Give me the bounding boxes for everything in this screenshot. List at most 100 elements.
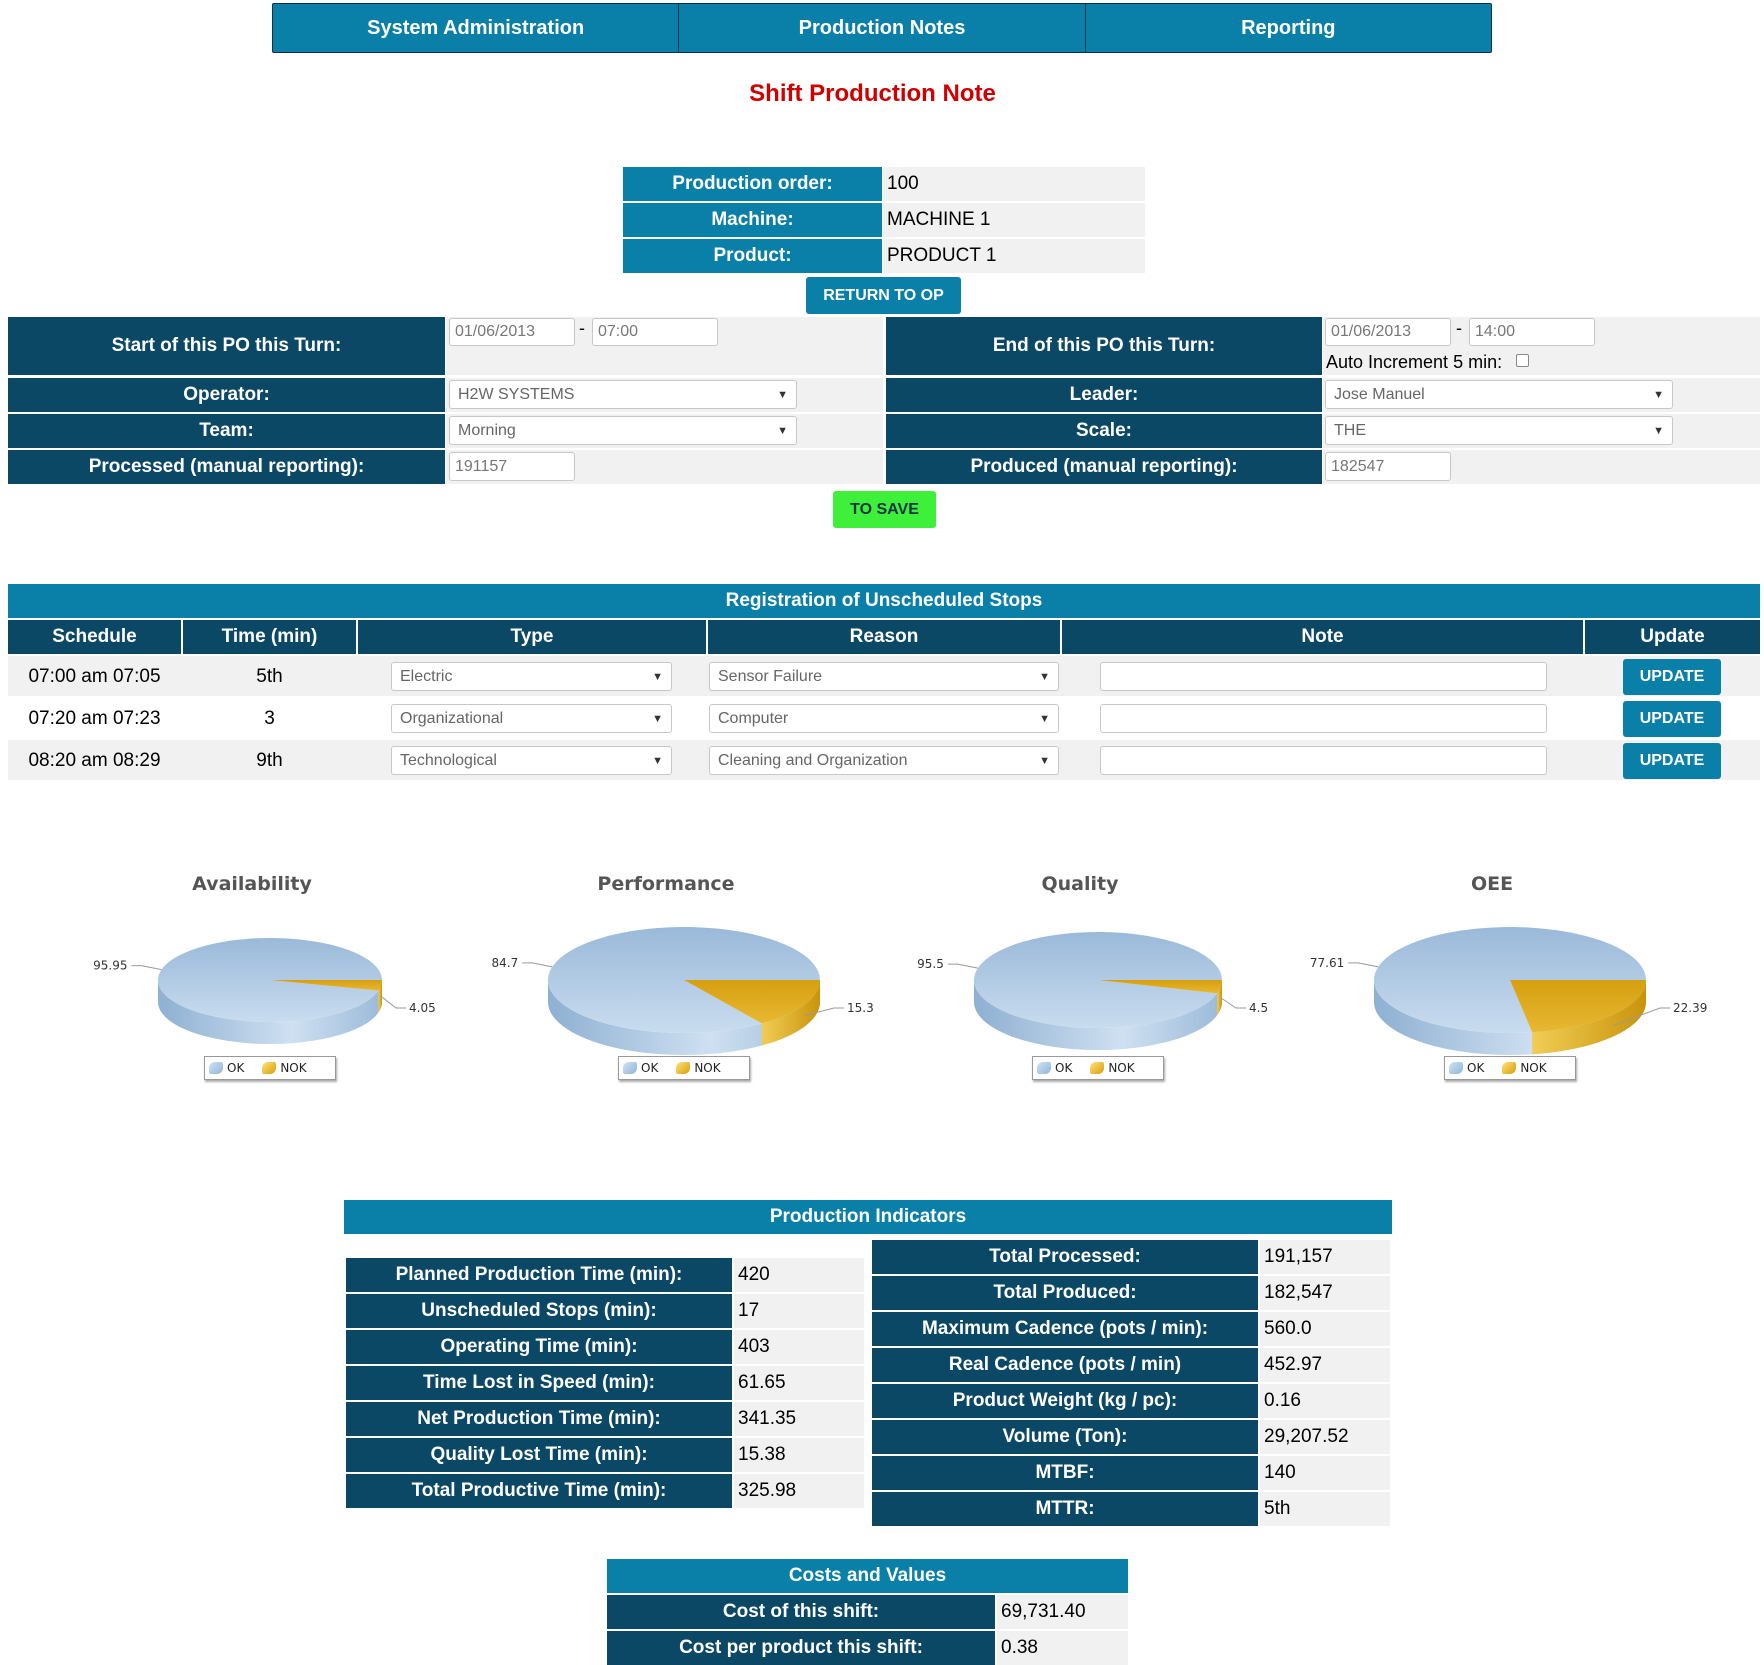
- type-select-value: Electric: [400, 667, 453, 685]
- row-time: 5th: [256, 666, 283, 687]
- chevron-down-icon: ▼: [652, 670, 663, 683]
- indicator-row: MTTR: 5th: [872, 1492, 1390, 1526]
- legend-nok-label: NOK: [280, 1061, 307, 1075]
- reason-select-value: Cleaning and Organization: [718, 751, 908, 769]
- ok-legend-icon: [1037, 1062, 1051, 1074]
- indicator-value: 341.35: [734, 1402, 864, 1436]
- type-select[interactable]: Electric ▼: [391, 662, 672, 691]
- indicator-label: Real Cadence (pots / min): [872, 1348, 1258, 1382]
- nok-label-connector: [804, 1007, 844, 1016]
- cost-per-product-label: Cost per product this shift:: [607, 1631, 995, 1665]
- indicator-row: Time Lost in Speed (min): 61.65: [346, 1366, 864, 1400]
- type-select-value: Technological: [400, 751, 497, 769]
- start-time-input[interactable]: 07:00: [592, 318, 718, 346]
- auto-increment-label: Auto Increment 5 min:: [1326, 352, 1503, 372]
- chevron-down-icon: ▼: [1653, 424, 1664, 437]
- product-label: Product:: [623, 239, 882, 273]
- start-date-input[interactable]: 01/06/2013: [449, 318, 575, 346]
- ok-legend-icon: [623, 1062, 637, 1074]
- nok-slice: [1098, 980, 1222, 994]
- end-dash: -: [1456, 318, 1462, 338]
- indicator-value: 191,157: [1260, 1240, 1390, 1274]
- ok-label-connector: [1348, 962, 1379, 968]
- reason-select[interactable]: Computer ▼: [709, 704, 1059, 733]
- note-input[interactable]: [1100, 704, 1547, 733]
- indicator-value: 420: [734, 1258, 864, 1292]
- save-button[interactable]: TO SAVE: [833, 491, 936, 528]
- chart-legend: OK NOK: [204, 1056, 336, 1080]
- indicator-row: Total Processed: 191,157: [872, 1240, 1390, 1274]
- nav-system-administration[interactable]: System Administration: [273, 4, 680, 52]
- indicator-row: Maximum Cadence (pots / min): 560.0: [872, 1312, 1390, 1346]
- col-schedule: Schedule: [8, 620, 181, 654]
- machine-label: Machine:: [623, 203, 882, 237]
- type-select[interactable]: Organizational ▼: [391, 704, 672, 733]
- note-input[interactable]: [1100, 746, 1547, 775]
- production-order-value: 100: [883, 167, 1145, 201]
- indicator-label: MTBF:: [872, 1456, 1258, 1490]
- chart-legend: OK NOK: [1032, 1056, 1164, 1080]
- ok-value-label: 77.61: [1310, 956, 1344, 970]
- indicator-label: Total Produced:: [872, 1276, 1258, 1310]
- operator-select-value: H2W SYSTEMS: [458, 385, 575, 403]
- type-select[interactable]: Technological ▼: [391, 746, 672, 775]
- ok-value-label: 84.7: [492, 956, 519, 970]
- leader-select-value: Jose Manuel: [1334, 385, 1425, 403]
- leader-select[interactable]: Jose Manuel ▼: [1325, 380, 1673, 409]
- nok-legend-icon: [676, 1062, 691, 1074]
- team-select[interactable]: Morning ▼: [449, 416, 797, 445]
- produced-input[interactable]: 182547: [1325, 452, 1451, 481]
- nok-legend-icon: [262, 1062, 277, 1074]
- processed-input[interactable]: 191157: [449, 452, 575, 481]
- indicator-value: 5th: [1260, 1492, 1390, 1526]
- nok-value-label: 4.05: [409, 1001, 436, 1015]
- chevron-down-icon: ▼: [652, 712, 663, 725]
- indicator-row: Total Produced: 182,547: [872, 1276, 1390, 1310]
- processed-label: Processed (manual reporting):: [8, 450, 445, 484]
- nok-slice-side: [761, 980, 820, 1046]
- costs-title: Costs and Values: [607, 1559, 1128, 1593]
- pie-charts-svg: Availability 95.95 4.05 Performance 84.7 15.3…: [93, 873, 1707, 1055]
- ok-slice-side: [548, 980, 820, 1055]
- nok-slice-side: [1217, 980, 1222, 1016]
- nok-slice-side: [1532, 980, 1646, 1055]
- legend-ok-label: OK: [1467, 1061, 1485, 1075]
- end-date-input[interactable]: 01/06/2013: [1325, 318, 1451, 346]
- chevron-down-icon: ▼: [1039, 712, 1050, 725]
- auto-increment-checkbox[interactable]: [1516, 354, 1529, 367]
- legend-ok-label: OK: [227, 1061, 245, 1075]
- nav-production-notes[interactable]: Production Notes: [679, 4, 1086, 52]
- reason-select-value: Sensor Failure: [718, 667, 823, 685]
- indicator-label: Total Processed:: [872, 1240, 1258, 1274]
- nok-slice-side: [378, 980, 382, 1013]
- end-turn-label: End of this PO this Turn:: [886, 317, 1322, 375]
- operator-select[interactable]: H2W SYSTEMS ▼: [449, 380, 797, 409]
- reason-select[interactable]: Sensor Failure ▼: [709, 662, 1059, 691]
- row-time: 3: [264, 708, 275, 729]
- nok-slice: [270, 980, 382, 991]
- indicator-value: 560.0: [1260, 1312, 1390, 1346]
- nok-slice: [684, 980, 820, 1024]
- indicator-row: Real Cadence (pots / min) 452.97: [872, 1348, 1390, 1382]
- indicator-label: Unscheduled Stops (min):: [346, 1294, 732, 1328]
- note-input[interactable]: [1100, 662, 1547, 691]
- indicator-value: 452.97: [1260, 1348, 1390, 1382]
- return-to-op-button[interactable]: RETURN TO OP: [806, 277, 961, 314]
- end-time-input[interactable]: 14:00: [1469, 318, 1595, 346]
- indicator-row: Net Production Time (min): 341.35: [346, 1402, 864, 1436]
- indicator-row: Operating Time (min): 403: [346, 1330, 864, 1364]
- update-button[interactable]: UPDATE: [1623, 701, 1721, 737]
- row-schedule: 07:20 am 07:23: [28, 708, 161, 729]
- ok-slice-side: [158, 980, 382, 1044]
- indicator-row: Volume (Ton): 29,207.52: [872, 1420, 1390, 1454]
- indicator-value: 140: [1260, 1456, 1390, 1490]
- update-button[interactable]: UPDATE: [1623, 743, 1721, 779]
- update-button[interactable]: UPDATE: [1623, 659, 1721, 695]
- reason-select-value: Computer: [718, 709, 789, 727]
- scale-select[interactable]: THE ▼: [1325, 416, 1673, 445]
- reason-select[interactable]: Cleaning and Organization ▼: [709, 746, 1059, 775]
- indicator-label: Total Productive Time (min):: [346, 1474, 732, 1508]
- col-time: Time (min): [183, 620, 356, 654]
- nav-reporting[interactable]: Reporting: [1241, 16, 1336, 39]
- indicator-row: Total Productive Time (min): 325.98: [346, 1474, 864, 1508]
